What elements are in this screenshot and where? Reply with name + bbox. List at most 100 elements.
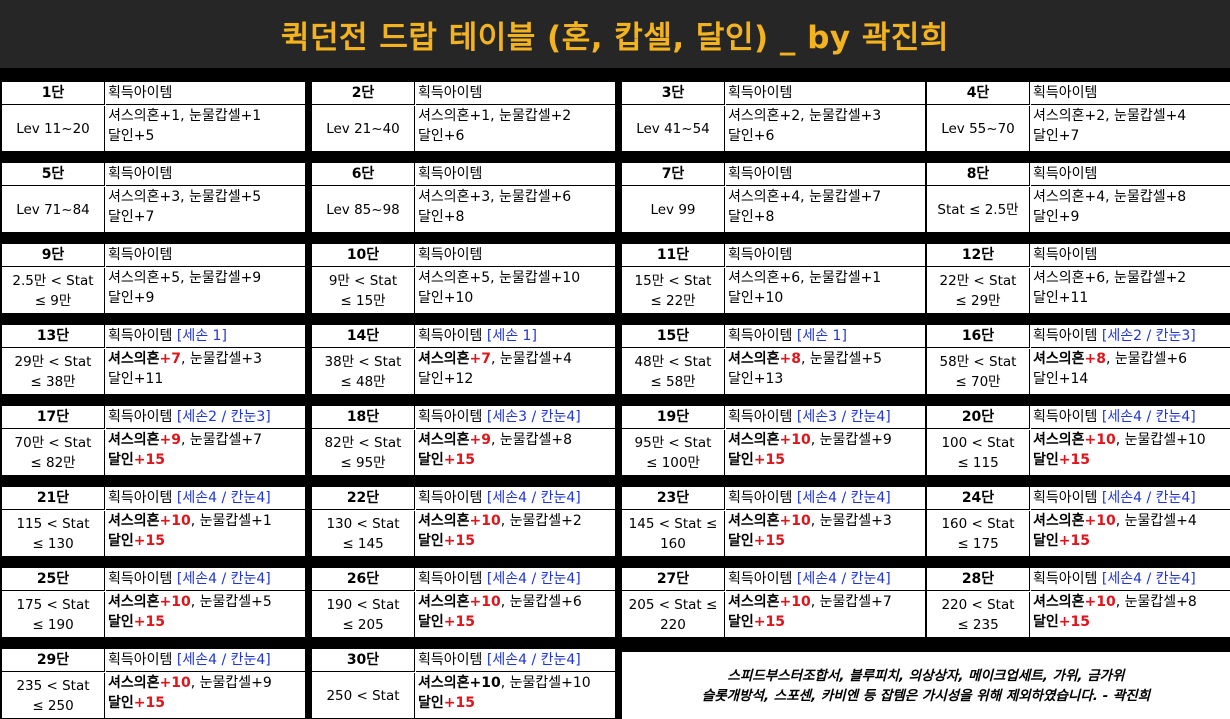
items-header: 획득아이템 (106, 244, 305, 267)
item-line: 셔스의혼+7, 눈물캅셀+3 (108, 349, 305, 369)
item-line: 달인+15 (108, 450, 305, 470)
item-text: 셔스의혼 (1033, 351, 1085, 367)
item-text: 셔스의혼 (418, 351, 470, 367)
item-line: 달인+15 (728, 612, 925, 632)
item-line: 셔스의혼+7, 눈물캅셀+4 (418, 349, 615, 369)
item-text: 달인+10 (418, 290, 474, 306)
item-text: +10 (159, 594, 191, 610)
set-tag: [세손4 / 칸눈4] (486, 652, 581, 668)
drop-items: 셔스의혼+10, 눈물캅셀+6 달인+15 (416, 592, 615, 637)
items-header-label: 획득아이템 (108, 571, 173, 587)
range-line: 160 < Stat (941, 515, 1015, 532)
item-line: 셔스의혼+1, 눈물캅셀+1 (108, 106, 305, 126)
range-line: 9만 < Stat (328, 272, 398, 289)
items-header-label: 획득아이템 (418, 328, 483, 344)
drop-items: 셔스의혼+8, 눈물캅셀+6 달인+14 (1031, 349, 1230, 394)
item-text: 달인 (1033, 452, 1059, 468)
range-line: ≤ 29만 (955, 292, 1001, 309)
items-header-label: 획득아이템 (1033, 328, 1098, 344)
stage-label: 13단 (2, 325, 105, 348)
stage-label: 8단 (927, 163, 1030, 186)
range-line: 115 < Stat (16, 515, 90, 532)
item-line: 셔스의혼+10, 눈물캅셀+7 (728, 592, 925, 612)
drop-items: 셔스의혼+9, 눈물캅셀+7 달인+15 (106, 430, 305, 475)
stage-label: 1단 (2, 82, 105, 105)
set-tag: [세손4 / 칸눈4] (796, 490, 891, 506)
range-line: ≤ 175 (957, 535, 999, 552)
items-header-label: 획득아이템 (418, 166, 483, 182)
item-text: +10 (469, 594, 501, 610)
drop-items: 셔스의혼+7, 눈물캅셀+3 달인+11 (106, 349, 305, 394)
item-text: +10 (159, 513, 191, 529)
item-line: 셔스의혼+2, 눈물캅셀+4 (1033, 106, 1230, 126)
item-text: 셔스의혼 (108, 432, 160, 448)
range-line: 100 < Stat (941, 434, 1015, 451)
items-header-label: 획득아이템 (108, 85, 173, 101)
items-header-label: 획득아이템 (1033, 571, 1098, 587)
drop-items: 셔스의혼+3, 눈물캅셀+5 달인+7 (106, 187, 305, 232)
item-line: 달인+10 (418, 288, 615, 308)
range-line: 220 < Stat (941, 596, 1015, 613)
items-header-label: 획득아이템 (1033, 85, 1098, 101)
item-line: 셔스의혼+6, 눈물캅셀+1 (728, 268, 925, 288)
stage-label: 18단 (312, 406, 415, 429)
stage-card: 14단 획득아이템 [세손 1] 38만 < Stat ≤ 48만 셔스의혼+7, 눈물… (312, 325, 615, 394)
items-header: 획득아이템 (106, 163, 305, 186)
item-text: 달인 (728, 452, 754, 468)
item-line: 셔스의혼+1, 눈물캅셀+2 (418, 106, 615, 126)
drop-items: 셔스의혼+7, 눈물캅셀+4 달인+12 (416, 349, 615, 394)
stage-label: 27단 (622, 568, 725, 591)
item-line: 셔스의혼+9, 눈물캅셀+8 (418, 430, 615, 450)
item-line: 셔스의혼+10, 눈물캅셀+5 (108, 592, 305, 612)
items-header-label: 획득아이템 (108, 166, 173, 182)
items-header-label: 획득아이템 (728, 85, 793, 101)
stage-label: 6단 (312, 163, 415, 186)
item-text: +15 (443, 695, 475, 711)
items-header-label: 획득아이템 (418, 247, 483, 263)
footnote: 스피드부스터조합서, 블루피치, 의상상자, 메이크업세트, 가위, 금가위 슬… (622, 652, 1230, 719)
item-text: , 눈물캅셀+1 (190, 513, 272, 529)
items-header: 획득아이템 (106, 82, 305, 105)
item-line: 셔스의혼+8, 눈물캅셀+6 (1033, 349, 1230, 369)
item-text: 달인 (1033, 533, 1059, 549)
stage-label: 17단 (2, 406, 105, 429)
stage-range: 29만 < Stat ≤ 38만 (2, 349, 105, 394)
items-header: 획득아이템 [세손3 / 칸눈4] (416, 406, 615, 429)
items-header-label: 획득아이템 (418, 490, 483, 506)
item-text: 셔스의혼+1, 눈물캅셀+2 (418, 108, 572, 124)
stage-label: 16단 (927, 325, 1030, 348)
stage-card: 18단 획득아이템 [세손3 / 칸눈4] 82만 < Stat ≤ 95만 셔스의혼+… (312, 406, 615, 475)
items-header: 획득아이템 [세손4 / 칸눈4] (1031, 487, 1230, 510)
item-text: +10 (1084, 594, 1116, 610)
range-line: ≤ 115 (957, 454, 999, 471)
stage-label: 26단 (312, 568, 415, 591)
drop-items: 셔스의혼+10, 눈물캅셀+5 달인+15 (106, 592, 305, 637)
item-text: , 눈물캅셀+9 (190, 675, 272, 691)
item-line: 셔스의혼+10, 눈물캅셀+1 (108, 511, 305, 531)
stage-range: 160 < Stat ≤ 175 (927, 511, 1030, 556)
item-line: 셔스의혼+2, 눈물캅셀+3 (728, 106, 925, 126)
item-text: +10 (779, 594, 811, 610)
item-text: +15 (133, 533, 165, 549)
items-header-label: 획득아이템 (1033, 409, 1098, 425)
items-header: 획득아이템 [세손4 / 칸눈4] (106, 568, 305, 591)
set-tag: [세손4 / 칸눈4] (1101, 571, 1196, 587)
stage-card: 11단 획득아이템 15만 < Stat ≤ 22만 셔스의혼+6, 눈물캅셀+1 달인+… (622, 244, 925, 313)
item-line: 달인+15 (108, 612, 305, 632)
items-header: 획득아이템 [세손4 / 칸눈4] (416, 487, 615, 510)
item-text: +15 (443, 452, 475, 468)
item-text: , 눈물캅셀+2 (500, 513, 582, 529)
item-text: 셔스의혼 (108, 351, 160, 367)
range-line: Lev 41~54 (636, 120, 710, 137)
items-header-label: 획득아이템 (108, 247, 173, 263)
stage-label: 21단 (2, 487, 105, 510)
items-header: 획득아이템 [세손2 / 칸눈3] (106, 406, 305, 429)
item-line: 셔스의혼+5, 눈물캅셀+9 (108, 268, 305, 288)
item-text: , 눈물캅셀+10 (500, 675, 591, 691)
item-line: 달인+7 (108, 207, 305, 227)
stage-card: 2단 획득아이템 Lev 21~40 셔스의혼+1, 눈물캅셀+2 달인+6 (312, 82, 615, 151)
range-line: 220 (660, 616, 686, 633)
item-text: +10 (159, 675, 191, 691)
item-text: 셔스의혼+3, 눈물캅셀+5 (108, 189, 262, 205)
item-text: +15 (133, 452, 165, 468)
